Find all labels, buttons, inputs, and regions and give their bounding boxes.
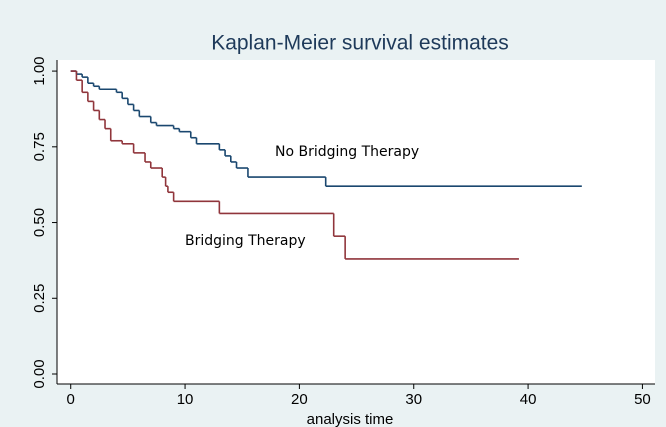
chart-title: Kaplan-Meier survival estimates <box>211 32 509 55</box>
series-annotation: Bridging Therapy <box>185 233 306 249</box>
y-tick-label: 0.75 <box>31 132 48 161</box>
y-tick-label: 0.00 <box>31 359 48 388</box>
y-tick-label: 1.00 <box>31 56 48 85</box>
y-tick-label: 0.50 <box>31 208 48 237</box>
y-tick-label: 0.25 <box>31 284 48 313</box>
plot-area <box>57 60 655 384</box>
x-axis-label: analysis time <box>307 411 394 427</box>
x-tick-label: 40 <box>520 391 537 408</box>
x-tick-label: 20 <box>291 391 308 408</box>
x-tick-label: 50 <box>634 391 651 408</box>
x-tick-label: 10 <box>177 391 194 408</box>
x-tick-label: 30 <box>405 391 422 408</box>
series-annotation: No Bridging Therapy <box>275 144 419 160</box>
x-tick-label: 0 <box>67 391 75 408</box>
